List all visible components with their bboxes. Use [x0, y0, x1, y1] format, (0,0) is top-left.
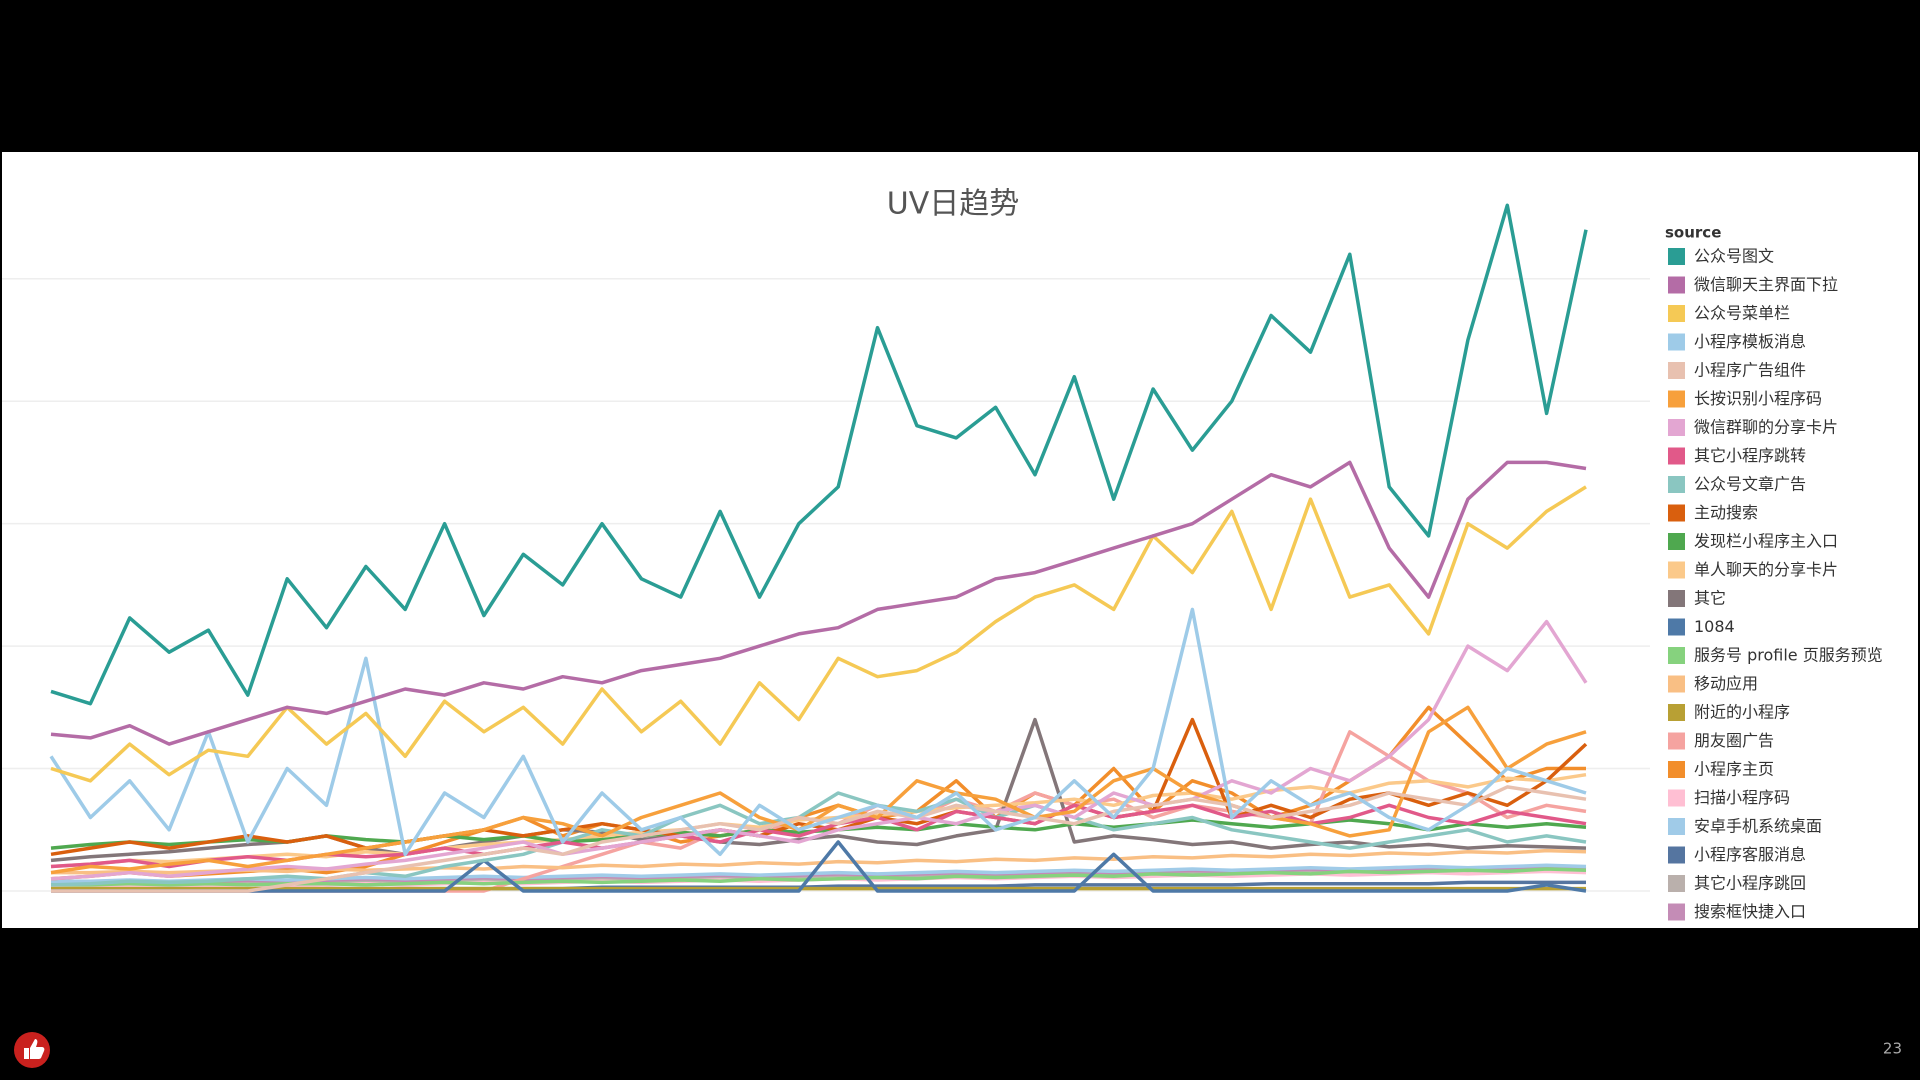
legend-label: 移动应用 [1694, 674, 1758, 693]
legend-swatch [1668, 875, 1685, 892]
legend-label: 公众号图文 [1694, 247, 1774, 266]
legend-swatch [1668, 789, 1685, 807]
legend-swatch [1668, 647, 1685, 664]
legend-label: 微信聊天主界面下拉 [1694, 275, 1838, 294]
legend-swatch [1668, 476, 1685, 493]
legend-swatch [1668, 761, 1685, 778]
series-line [50, 203, 1588, 706]
legend-swatch [1668, 675, 1685, 693]
legend-swatch [1668, 561, 1685, 579]
series-line [51, 867, 1587, 887]
series-line [50, 705, 1587, 875]
series-line [51, 840, 1587, 893]
legend-swatch [1668, 618, 1685, 636]
legend-label: 服务号 profile 页服务预览 [1694, 646, 1883, 665]
legend-label: 小程序客服消息 [1694, 845, 1806, 864]
legend-swatch [1668, 305, 1685, 322]
legend-label: 搜索框快捷入口 [1694, 902, 1806, 921]
legend-label: 微信群聊的分享卡片 [1694, 418, 1838, 437]
legend-swatch [1668, 419, 1685, 436]
legend-label: 其它 [1694, 589, 1726, 608]
series-line [50, 791, 1587, 887]
legend-label: 其它小程序跳转 [1694, 446, 1806, 465]
legend-swatch [1668, 846, 1685, 864]
series-line [50, 619, 1588, 881]
legend-swatch [1668, 704, 1685, 721]
legend-label: 1084 [1694, 617, 1735, 636]
series-line [49, 607, 1587, 857]
legend-label: 公众号菜单栏 [1694, 304, 1790, 323]
legend-label: 发现栏小程序主入口 [1694, 532, 1838, 551]
legend-swatch [1668, 590, 1685, 607]
legend-swatch [1668, 362, 1685, 379]
legend-swatch [1668, 390, 1685, 408]
legend-swatch [1668, 504, 1685, 522]
legend-swatch [1668, 818, 1685, 835]
legend-label: 主动搜索 [1694, 503, 1758, 522]
legend-label: 长按识别小程序码 [1694, 389, 1822, 408]
series-line [51, 785, 1587, 893]
legend-title: source [1665, 224, 1721, 242]
legend-label: 小程序广告组件 [1694, 361, 1806, 380]
legend-label: 安卓手机系统桌面 [1694, 817, 1822, 836]
legend-label: 小程序模板消息 [1694, 332, 1806, 351]
legend-swatch [1668, 732, 1685, 750]
legend-label: 朋友圈广告 [1694, 731, 1774, 750]
series-line [50, 460, 1587, 746]
like-icon [14, 1032, 50, 1068]
chart-title: UV日趋势 [887, 187, 1019, 222]
series-line [51, 848, 1587, 875]
legend-swatch [1668, 248, 1685, 265]
legend-label: 单人聊天的分享卡片 [1694, 560, 1838, 579]
legend-label: 小程序主页 [1694, 760, 1774, 779]
legend-label: 附近的小程序 [1694, 703, 1790, 722]
page-number: 23 [1883, 1040, 1902, 1058]
legend-swatch [1668, 447, 1685, 465]
legend-label: 其它小程序跳回 [1694, 874, 1806, 893]
series-line [50, 485, 1587, 783]
legend-swatch [1668, 333, 1685, 351]
legend-swatch [1668, 533, 1685, 550]
legend-swatch [1668, 276, 1685, 294]
series-line [51, 863, 1587, 883]
legend-label: 扫描小程序码 [1694, 788, 1790, 807]
legend-label: 公众号文章广告 [1694, 475, 1806, 494]
legend-swatch [1668, 903, 1685, 921]
